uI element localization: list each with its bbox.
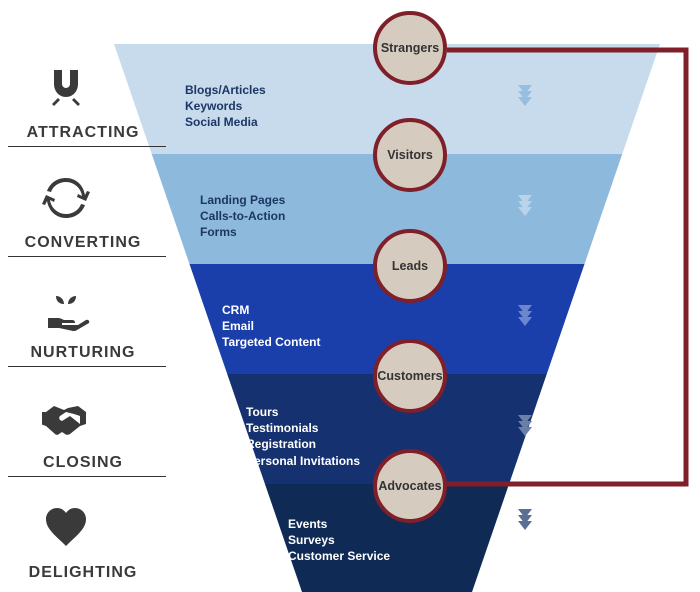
tactic-item: Targeted Content xyxy=(222,334,320,350)
tactic-item: Customer Service xyxy=(288,548,390,564)
tactic-item: CRM xyxy=(222,302,320,318)
stage-label-closing: CLOSING xyxy=(8,454,158,472)
stage-divider xyxy=(8,366,166,367)
persona-circle-label: Customers xyxy=(377,369,442,383)
chevron-down-icon xyxy=(518,317,532,326)
stage-label-attracting: ATTRACTING xyxy=(8,124,158,142)
persona-circle-strangers: Strangers xyxy=(373,11,447,85)
tactic-item: Social Media xyxy=(185,114,266,130)
chevron-down-icon xyxy=(518,97,532,106)
tactic-item: Personal Invitations xyxy=(246,453,360,469)
heart-icon xyxy=(36,498,96,558)
stage-divider xyxy=(8,146,166,147)
progress-chevrons-delighting xyxy=(518,512,532,530)
tactic-item: Calls-to-Action xyxy=(200,208,285,224)
chevron-down-icon xyxy=(518,207,532,216)
tactic-item: Email xyxy=(222,318,320,334)
persona-circle-label: Advocates xyxy=(378,479,441,493)
chevron-down-icon xyxy=(518,427,532,436)
progress-chevrons-nurturing xyxy=(518,308,532,326)
tactics-delighting: EventsSurveysCustomer Service xyxy=(288,516,390,565)
persona-circle-advocates: Advocates xyxy=(373,449,447,523)
stage-label-nurturing: NURTURING xyxy=(8,344,158,362)
tactic-item: Events xyxy=(288,516,390,532)
stage-divider xyxy=(8,476,166,477)
tactic-item: Tours xyxy=(246,404,360,420)
tactics-attracting: Blogs/ArticlesKeywordsSocial Media xyxy=(185,82,266,131)
chevron-down-icon xyxy=(518,521,532,530)
magnet-icon xyxy=(36,58,96,118)
tactic-item: Surveys xyxy=(288,532,390,548)
persona-circle-label: Visitors xyxy=(387,148,433,162)
tactics-nurturing: CRMEmailTargeted Content xyxy=(222,302,320,351)
tactic-item: Forms xyxy=(200,224,285,240)
cycle-icon xyxy=(36,168,96,228)
persona-circle-customers: Customers xyxy=(373,339,447,413)
tactics-closing: ToursTestimonialsRegistrationPersonal In… xyxy=(246,404,360,469)
persona-circle-visitors: Visitors xyxy=(373,118,447,192)
persona-circle-label: Leads xyxy=(392,259,428,273)
tactic-item: Blogs/Articles xyxy=(185,82,266,98)
stage-divider xyxy=(8,256,166,257)
plant-hand-icon xyxy=(36,278,96,338)
funnel-canvas: ATTRACTING CONVERTING NURTURING CLOSING DELI… xyxy=(0,0,700,592)
tactic-item: Testimonials xyxy=(246,420,360,436)
stage-label-converting: CONVERTING xyxy=(8,234,158,252)
tactic-item: Registration xyxy=(246,436,360,452)
progress-chevrons-closing xyxy=(518,418,532,436)
tactic-item: Landing Pages xyxy=(200,192,285,208)
tactics-converting: Landing PagesCalls-to-ActionForms xyxy=(200,192,285,241)
persona-circle-label: Strangers xyxy=(381,41,439,55)
handshake-icon xyxy=(36,388,96,448)
funnel-svg xyxy=(0,0,700,592)
tactic-item: Keywords xyxy=(185,98,266,114)
progress-chevrons-converting xyxy=(518,198,532,216)
stage-label-delighting: DELIGHTING xyxy=(8,564,158,582)
persona-circle-leads: Leads xyxy=(373,229,447,303)
progress-chevrons-attracting xyxy=(518,88,532,106)
